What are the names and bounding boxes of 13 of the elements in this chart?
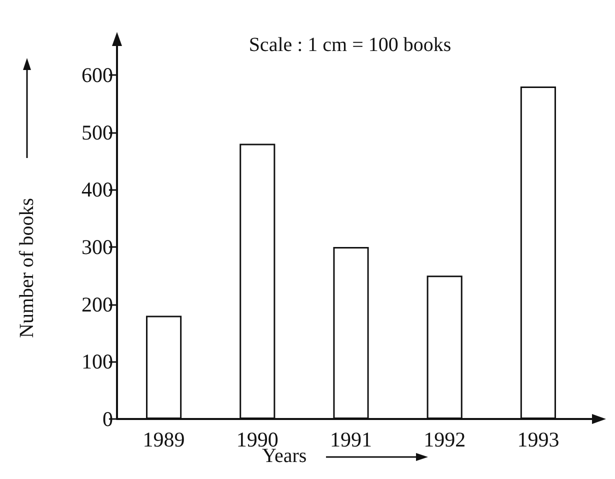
y-tick-label: 200: [82, 292, 113, 316]
y-tick-label: 300: [82, 235, 113, 259]
x-tick-label: 1991: [330, 428, 372, 452]
y-tick-label: 500: [82, 120, 113, 144]
y-tick-label: 0: [102, 407, 113, 431]
y-axis-title: Number of books: [16, 198, 38, 338]
x-tick-label: 1992: [424, 428, 466, 452]
y-tick-label: 100: [82, 350, 113, 374]
x-tick-label: 1993: [517, 428, 560, 452]
y-tick-label: 400: [82, 178, 113, 202]
y-tick-label: 600: [82, 63, 113, 87]
chart-title: Scale : 1 cm = 100 books: [248, 34, 452, 56]
x-tick-label: 1989: [142, 428, 185, 452]
